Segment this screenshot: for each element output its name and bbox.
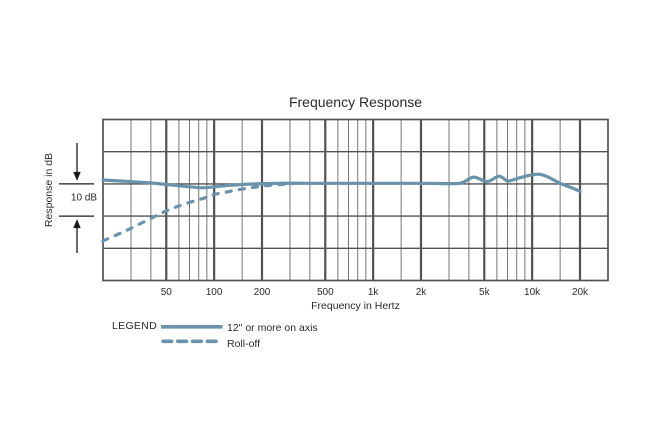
x-tick-label: 200 [253,287,271,298]
grid [102,118,609,282]
x-tick-label: 5k [479,287,490,298]
up-arrow-icon [73,219,81,229]
db-scale-annotation [59,143,94,253]
x-axis-label: Frequency in Hertz [311,300,400,312]
x-tick-label: 10k [524,287,541,298]
x-tick-label: 1k [367,287,379,298]
legend-heading: LEGEND [112,320,157,332]
roll-off-curve [101,182,294,243]
down-arrow-icon [73,171,81,181]
on-axis-response-curve [101,172,582,193]
x-tick-label: 500 [316,287,334,298]
db-scale-label: 10 dB [70,192,98,204]
chart-title: Frequency Response [288,94,423,110]
plot-border [102,118,609,282]
x-tick-label: 2k [415,287,427,298]
x-tick-label: 20k [571,287,589,298]
x-tick-label: 50 [160,287,172,298]
legend-item-roll-off-label: Roll-off [227,338,261,350]
x-tick-label: 100 [205,287,223,298]
y-axis-label: Response in dB [43,152,55,228]
legend-item-on-axis-label: 12" or more on axis [227,321,318,334]
